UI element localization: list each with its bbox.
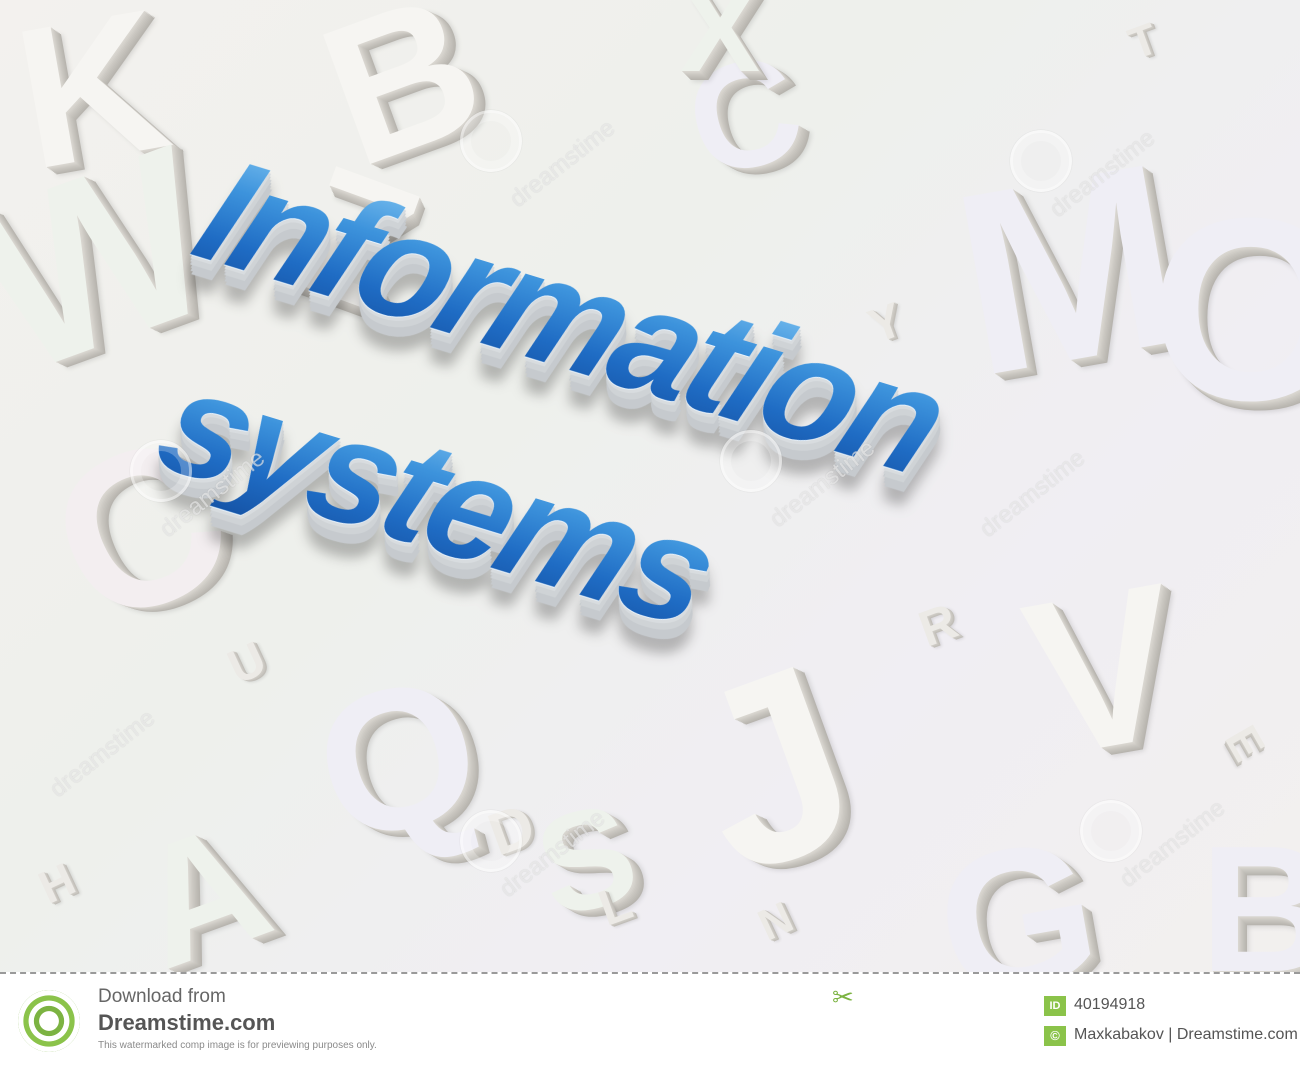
footer-bar: Download from Dreamstime.com This waterm…	[0, 974, 1300, 1065]
download-from-label: Download from	[98, 986, 226, 1007]
bg-letter-small: U	[220, 632, 275, 695]
bg-letter: J	[654, 609, 890, 931]
id-badge: ID	[1044, 996, 1066, 1016]
bg-letter-small: H	[30, 852, 83, 914]
watermark-note: This watermarked comp image is for previ…	[98, 1040, 377, 1051]
watermark-swirl-icon	[720, 430, 782, 492]
bg-letter: O	[1150, 165, 1300, 455]
bg-letter-small: T	[1122, 13, 1165, 70]
copyright-icon: ©	[1044, 1026, 1066, 1046]
site-link[interactable]: Dreamstime.com	[98, 1010, 276, 1035]
credit-text: Maxkabakov | Dreamstime.com	[1074, 1026, 1298, 1043]
watermark-text: dreamstime	[974, 444, 1091, 543]
watermark-swirl-icon	[1010, 130, 1072, 192]
watermark-text: dreamstime	[504, 114, 621, 213]
watermark-swirl-icon	[130, 440, 192, 502]
image-id: 40194918	[1074, 996, 1146, 1013]
bg-letter: A	[111, 784, 292, 972]
watermark-swirl-icon	[460, 110, 522, 172]
scissors-icon: ✂	[832, 982, 854, 1012]
bg-letter: B	[1200, 809, 1300, 973]
watermark-swirl-icon	[460, 810, 522, 872]
bg-letter-small: R	[911, 592, 965, 658]
bg-letter: V	[1009, 536, 1197, 804]
footer-divider	[0, 972, 1300, 974]
photo-stage: B C X K W M Z O V Q G C S J A B D N U E …	[0, 0, 1300, 972]
bg-letter: X	[680, 0, 761, 97]
dreamstime-logo-icon[interactable]	[18, 990, 80, 1052]
watermark-swirl-icon	[1080, 800, 1142, 862]
bg-letter-small: E	[1215, 716, 1276, 770]
watermark-text: dreamstime	[44, 704, 161, 803]
